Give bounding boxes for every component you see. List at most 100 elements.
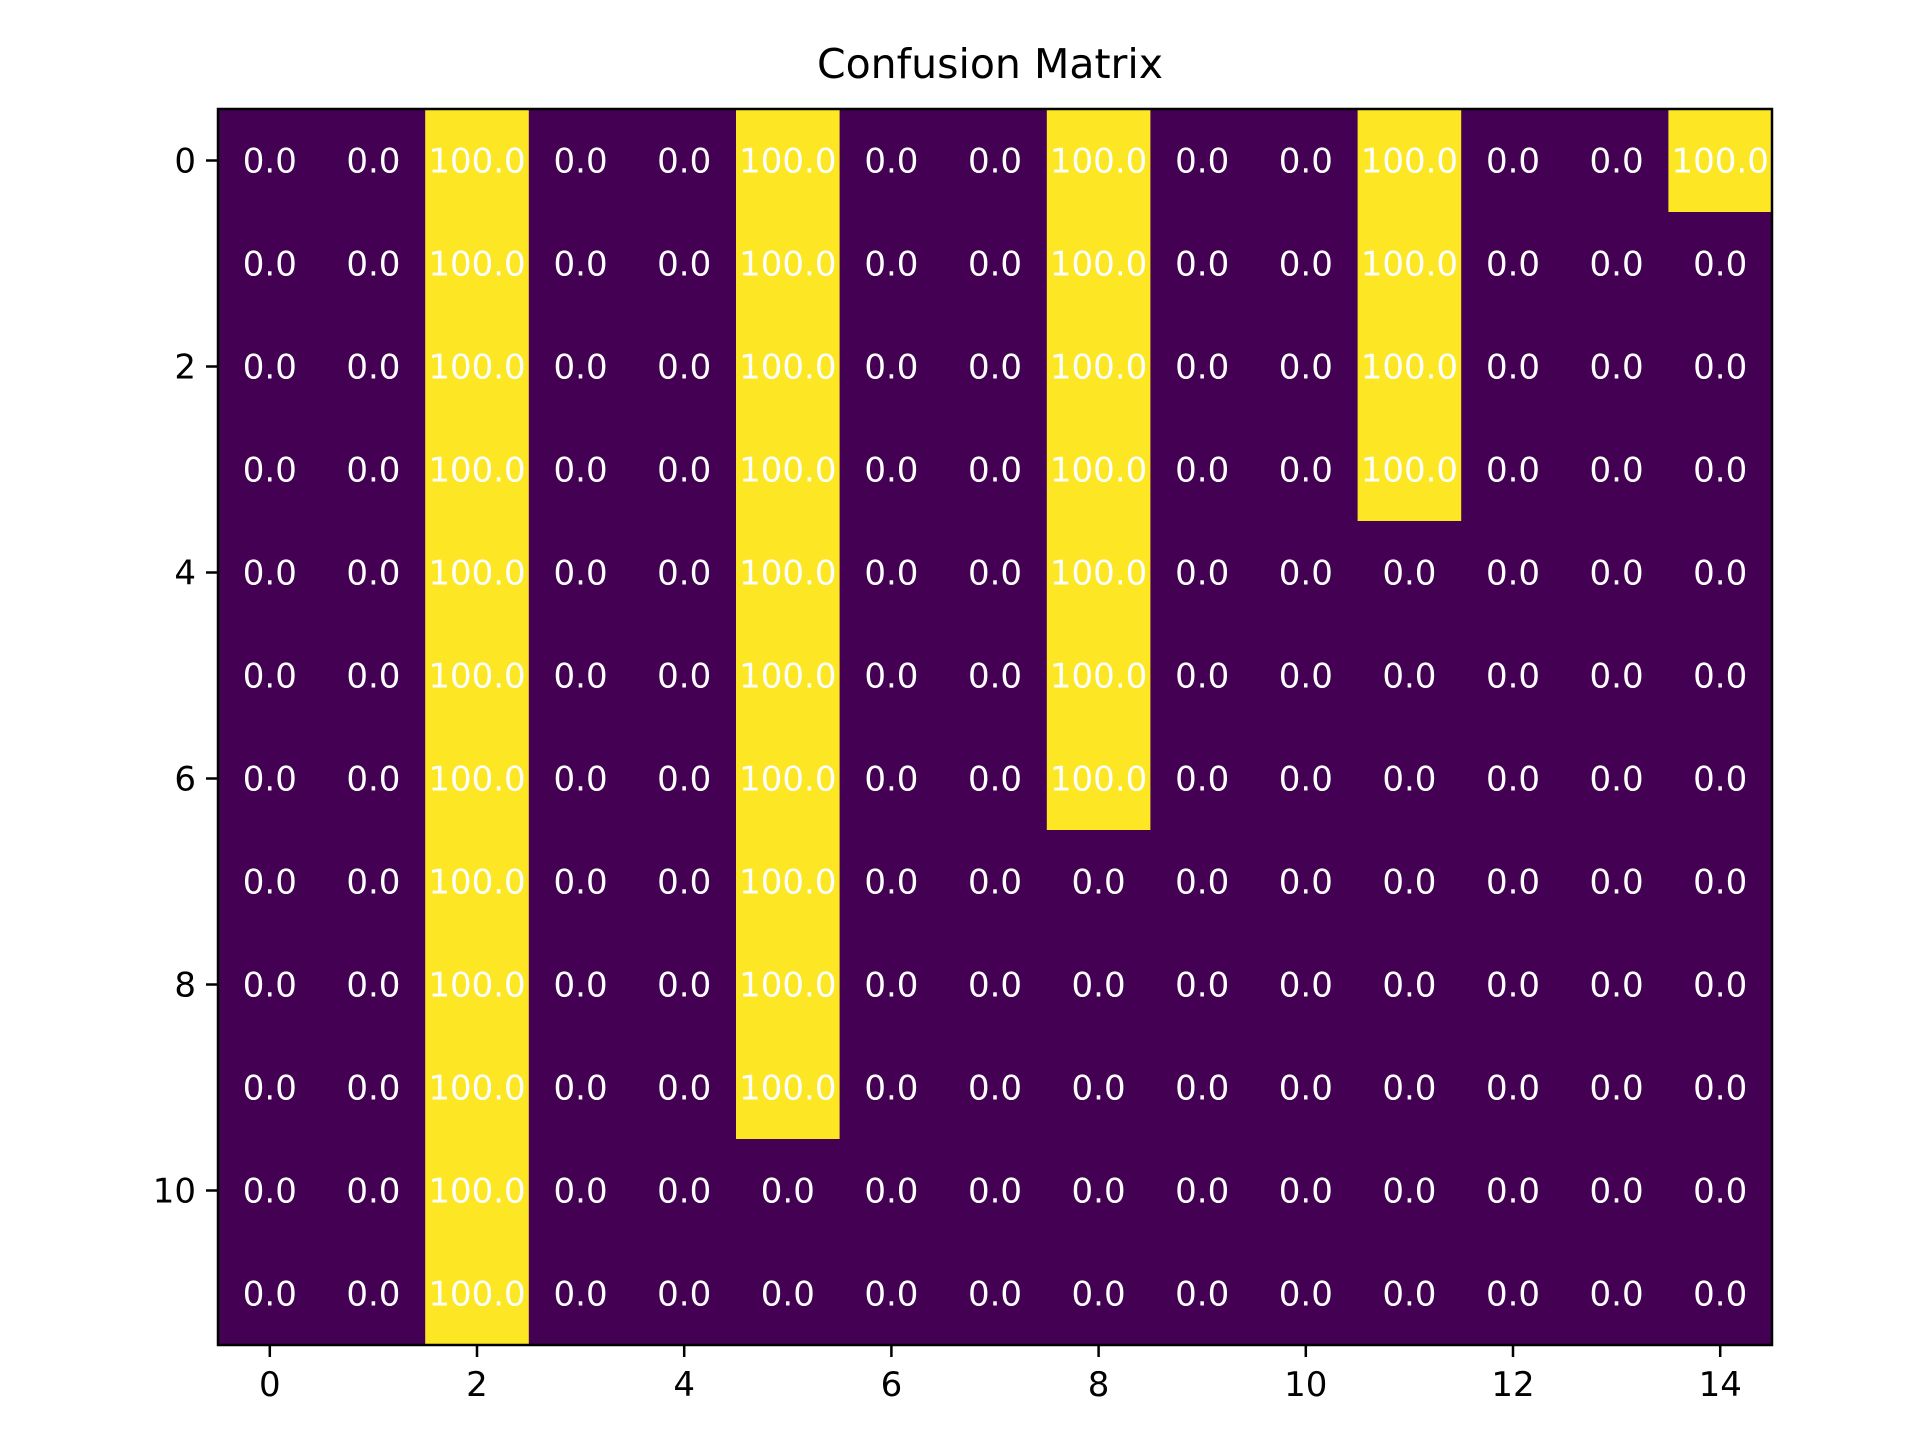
cell-value-label: 0.0	[968, 657, 1022, 697]
heatmap-cell	[632, 521, 737, 625]
heatmap-cell	[1564, 1139, 1669, 1243]
heatmap-cell	[1046, 727, 1151, 831]
cell-value-label: 0.0	[1382, 760, 1436, 800]
heatmap-cell	[425, 212, 530, 316]
cell-value-label: 100.0	[739, 863, 836, 903]
heatmap-cell	[1046, 1036, 1151, 1140]
cell-value-label: 100.0	[739, 1069, 836, 1109]
heatmap-cell	[425, 1139, 530, 1243]
heatmap-cell	[1357, 315, 1462, 419]
x-tick-label: 12	[1491, 1365, 1534, 1405]
cell-value-label: 0.0	[243, 451, 297, 491]
cell-value-label: 0.0	[1279, 760, 1333, 800]
cell-value-label: 100.0	[428, 142, 525, 182]
cell-value-label: 0.0	[1590, 1172, 1644, 1212]
cell-value-label: 0.0	[968, 451, 1022, 491]
heatmap-cell	[528, 1139, 633, 1243]
heatmap-cell-labels: 0.0 0.0 100.0 0.0 0.0 100.0 0.0 0.0 100.0 0.0 0.0 1…	[243, 142, 1769, 1315]
y-tick-label: 4	[174, 554, 196, 594]
y-tick-label: 2	[174, 348, 196, 388]
heatmap-cell	[321, 933, 426, 1037]
heatmap-cell	[1668, 109, 1773, 213]
y-tick-label: 10	[153, 1172, 196, 1212]
heatmap-cell	[1357, 624, 1462, 728]
heatmap-cell	[1668, 418, 1773, 522]
cell-value-label: 100.0	[428, 760, 525, 800]
cell-value-label: 0.0	[554, 348, 608, 388]
heatmap-cell	[736, 1139, 841, 1243]
cell-value-label: 0.0	[864, 348, 918, 388]
cell-value-label: 0.0	[657, 245, 711, 285]
heatmap-cell	[1357, 1036, 1462, 1140]
cell-value-label: 100.0	[428, 863, 525, 903]
heatmap-cell	[1046, 212, 1151, 316]
heatmap-cell	[1046, 830, 1151, 934]
cell-value-label: 0.0	[554, 1275, 608, 1315]
x-tick-label: 10	[1284, 1365, 1327, 1405]
heatmap-cell	[321, 418, 426, 522]
cell-value-label: 100.0	[1361, 348, 1458, 388]
heatmap-cell	[1564, 933, 1669, 1037]
cell-value-label: 100.0	[428, 966, 525, 1006]
cell-value-label: 0.0	[761, 1275, 815, 1315]
cell-value-label: 100.0	[1361, 451, 1458, 491]
heatmap-cell	[1150, 315, 1255, 419]
heatmap-cell	[1046, 933, 1151, 1037]
y-tick-label: 6	[174, 760, 196, 800]
cell-value-label: 0.0	[243, 966, 297, 1006]
cell-value-label: 0.0	[1693, 760, 1747, 800]
cell-value-label: 0.0	[864, 760, 918, 800]
heatmap-cell	[1461, 830, 1566, 934]
heatmap-cell	[1150, 1242, 1255, 1346]
cell-value-label: 100.0	[1050, 451, 1147, 491]
cell-value-label: 100.0	[739, 760, 836, 800]
heatmap-cell	[528, 212, 633, 316]
heatmap-cell	[1564, 521, 1669, 625]
heatmap-cell	[528, 727, 633, 831]
heatmap-cell	[1461, 521, 1566, 625]
heatmap-cell	[1254, 830, 1359, 934]
cell-value-label: 100.0	[1050, 245, 1147, 285]
cell-value-label: 0.0	[1279, 966, 1333, 1006]
cell-value-label: 0.0	[1175, 966, 1229, 1006]
heatmap-cell	[1357, 1242, 1462, 1346]
heatmap-cell	[943, 212, 1048, 316]
heatmap-cell	[1461, 1139, 1566, 1243]
heatmap-cell	[218, 109, 323, 213]
cell-value-label: 0.0	[346, 142, 400, 182]
heatmap-cell	[218, 1139, 323, 1243]
cell-value-label: 100.0	[1050, 760, 1147, 800]
heatmap-cell	[1254, 1036, 1359, 1140]
cell-value-label: 0.0	[1279, 863, 1333, 903]
heatmap-cell	[218, 315, 323, 419]
cell-value-label: 100.0	[739, 348, 836, 388]
heatmap-cell	[1150, 521, 1255, 625]
x-tick-label: 0	[259, 1365, 281, 1405]
heatmap-cell	[1357, 933, 1462, 1037]
heatmap-cell	[1254, 1242, 1359, 1346]
cell-value-label: 0.0	[1382, 1275, 1436, 1315]
cell-value-label: 0.0	[1486, 245, 1540, 285]
cell-value-label: 0.0	[1072, 1172, 1126, 1212]
heatmap-cell	[839, 933, 944, 1037]
heatmap-cell	[425, 933, 530, 1037]
heatmap-cell	[218, 418, 323, 522]
heatmap-cell	[1150, 624, 1255, 728]
cell-value-label: 0.0	[243, 245, 297, 285]
heatmap-cell	[943, 315, 1048, 419]
cell-value-label: 0.0	[554, 245, 608, 285]
cell-value-label: 100.0	[739, 554, 836, 594]
cell-value-label: 100.0	[428, 1172, 525, 1212]
heatmap-cell	[1357, 521, 1462, 625]
heatmap-cell	[528, 521, 633, 625]
heatmap-cell	[632, 1036, 737, 1140]
cell-value-label: 100.0	[428, 348, 525, 388]
heatmap-cell	[839, 1036, 944, 1140]
heatmap-cell	[1564, 212, 1669, 316]
heatmap-cell	[1046, 521, 1151, 625]
cell-value-label: 100.0	[428, 1275, 525, 1315]
cell-value-label: 0.0	[968, 1172, 1022, 1212]
cell-value-label: 0.0	[346, 1172, 400, 1212]
cell-value-label: 0.0	[1590, 863, 1644, 903]
heatmap-cell	[943, 109, 1048, 213]
